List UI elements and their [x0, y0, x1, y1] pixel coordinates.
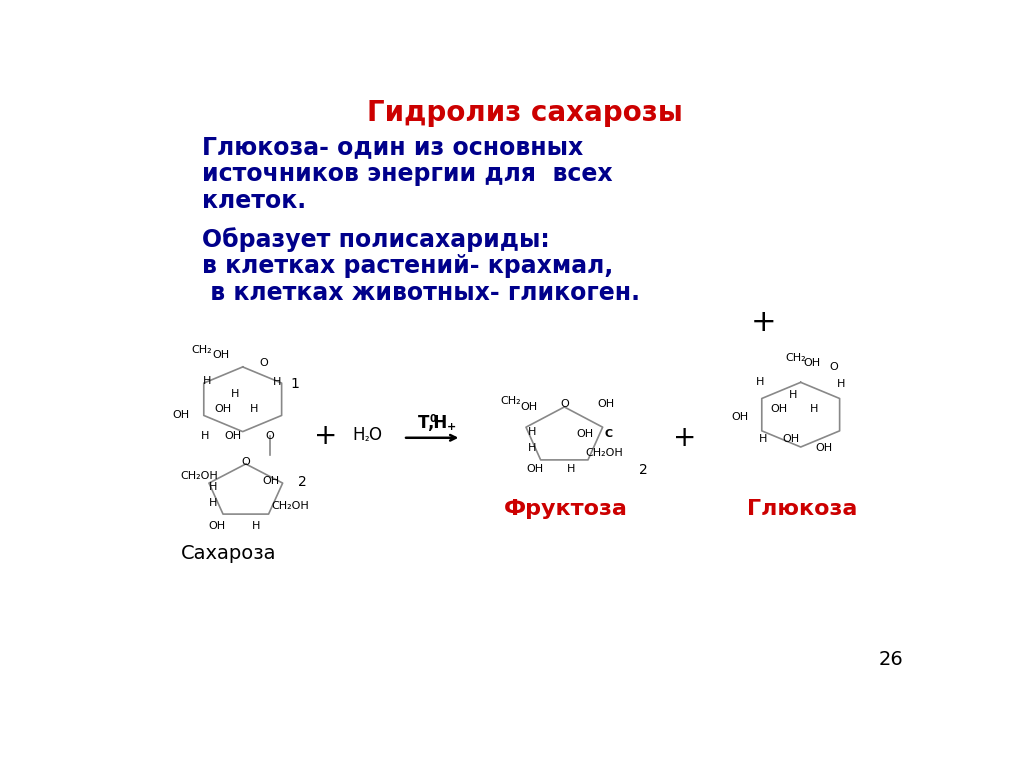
Text: OH: OH	[209, 521, 225, 531]
Text: OH: OH	[732, 412, 749, 422]
Text: H: H	[230, 389, 240, 399]
Text: H: H	[528, 443, 537, 453]
Text: H: H	[203, 376, 211, 386]
Text: OH: OH	[214, 404, 231, 414]
Text: OH: OH	[782, 434, 800, 444]
Text: O: O	[368, 426, 381, 443]
Text: OH: OH	[804, 358, 821, 368]
Text: OH: OH	[770, 404, 787, 414]
Text: OH: OH	[520, 402, 538, 412]
Text: T: T	[418, 414, 429, 432]
Text: OH: OH	[212, 351, 229, 360]
Text: H: H	[209, 482, 217, 492]
Text: +: +	[447, 422, 457, 432]
Text: H: H	[567, 463, 575, 473]
Text: O: O	[560, 399, 568, 409]
Text: H: H	[528, 427, 537, 437]
Text: +: +	[314, 422, 337, 450]
Text: O: O	[265, 431, 274, 441]
Text: O: O	[242, 456, 250, 466]
Text: CH₂: CH₂	[191, 345, 212, 355]
Text: H: H	[810, 404, 818, 414]
Text: CH₂: CH₂	[500, 396, 520, 406]
Text: C: C	[604, 429, 612, 439]
Text: CH₂OH: CH₂OH	[180, 471, 218, 481]
Text: CH₂: CH₂	[785, 353, 806, 363]
Text: 0: 0	[429, 414, 436, 424]
Text: Фруктоза: Фруктоза	[504, 499, 628, 519]
Text: 26: 26	[879, 650, 904, 669]
Text: OH: OH	[225, 431, 242, 441]
Text: CH₂OH: CH₂OH	[586, 448, 623, 458]
Text: в клетках растений- крахмал,: в клетках растений- крахмал,	[202, 254, 613, 278]
Text: H: H	[252, 521, 260, 531]
Text: OH: OH	[526, 463, 544, 473]
Text: OH: OH	[815, 443, 833, 453]
Text: клеток.: клеток.	[202, 189, 306, 213]
Text: H: H	[352, 426, 366, 443]
Text: H: H	[788, 390, 797, 400]
Text: OH: OH	[597, 399, 614, 409]
Text: O: O	[828, 362, 838, 372]
Text: 2: 2	[298, 476, 307, 489]
Text: 1: 1	[290, 377, 299, 391]
Text: Образует полисахариды:: Образует полисахариды:	[202, 227, 549, 252]
Text: +: +	[673, 424, 696, 452]
Text: ,H: ,H	[427, 414, 447, 432]
Text: 2: 2	[639, 463, 648, 477]
Text: OH: OH	[577, 429, 594, 439]
Text: Гидролиз сахарозы: Гидролиз сахарозы	[367, 99, 683, 127]
Text: OH: OH	[172, 410, 189, 420]
Text: +: +	[751, 308, 776, 337]
Text: H: H	[837, 379, 845, 389]
Text: Глюкоза: Глюкоза	[748, 499, 857, 519]
Text: CH₂OH: CH₂OH	[271, 501, 309, 511]
Text: Глюкоза- один из основных: Глюкоза- один из основных	[202, 136, 583, 160]
Text: O: O	[259, 358, 268, 368]
Text: ₂: ₂	[365, 433, 369, 443]
Text: Сахароза: Сахароза	[181, 544, 276, 563]
Text: OH: OH	[263, 476, 280, 486]
Text: H: H	[250, 404, 258, 414]
Text: H: H	[209, 499, 217, 509]
Text: H: H	[760, 434, 768, 444]
Text: H: H	[202, 431, 210, 441]
Text: в клетках животных- гликоген.: в клетках животных- гликоген.	[202, 281, 640, 305]
Text: источников энергии для  всех: источников энергии для всех	[202, 163, 612, 186]
Text: H: H	[756, 377, 765, 387]
Text: H: H	[272, 377, 281, 387]
